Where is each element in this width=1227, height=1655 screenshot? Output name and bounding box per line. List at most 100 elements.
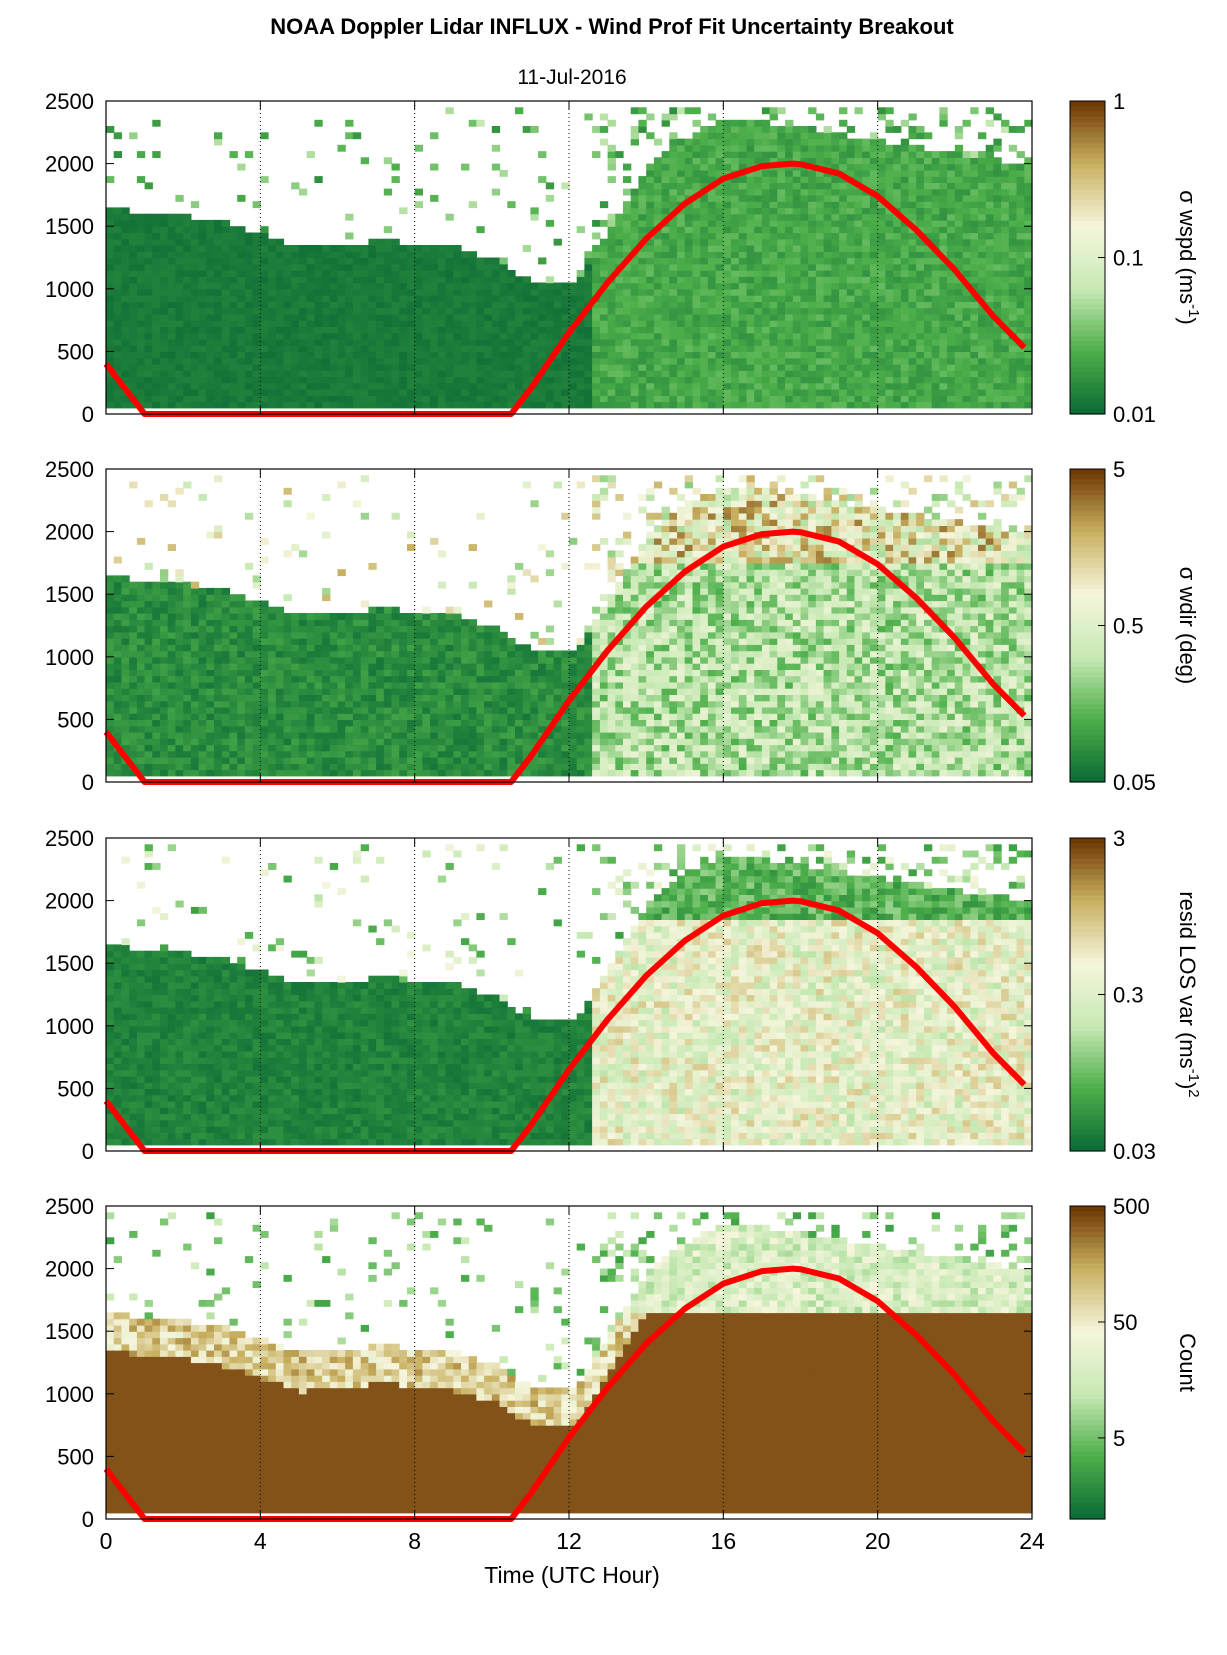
heatmap-cell [221,238,231,246]
heatmap-cell [692,157,701,165]
heatmap-cell [746,295,755,302]
heatmap-cell [206,631,215,639]
heatmap-cell [862,219,871,227]
heatmap-cell [214,257,223,265]
heatmap-cell [183,320,192,327]
heatmap-cell [244,738,254,746]
heatmap-cell [291,351,300,359]
heatmap-cell [152,738,161,746]
heatmap-cell [900,169,910,177]
heatmap-cell [160,345,169,352]
heatmap-cell [908,332,917,340]
heatmap-cell [136,219,146,227]
heatmap-cell [221,301,231,309]
heatmap-cell [445,245,454,252]
heatmap-cell [700,257,709,265]
heatmap-cell [978,376,987,384]
heatmap-cell [754,313,763,321]
heatmap-cell [839,370,848,378]
heatmap-cell [106,663,115,670]
heatmap-cell [800,251,809,259]
heatmap-cell [630,257,639,265]
heatmap-cell [160,382,169,390]
heatmap-cell [468,288,477,296]
heatmap-cell [484,263,493,271]
heatmap-cell [839,282,848,290]
heatmap-cell [877,169,886,177]
heatmap-cell [831,295,840,302]
heatmap-cell [1016,395,1025,403]
heatmap-cell [106,757,115,764]
heatmap-cell [592,307,601,315]
heatmap-cell [607,226,616,234]
heatmap-cell [746,169,755,177]
heatmap-cell [684,295,693,302]
heatmap-cell [275,370,285,378]
heatmap-cell [985,251,994,259]
heatmap-cell [862,313,871,321]
heatmap-wspd [106,107,1033,409]
heatmap-cell [808,132,817,140]
heatmap-cell [360,263,369,271]
heatmap-cell [692,207,701,215]
heatmap-cell [160,263,169,271]
heatmap-cell [183,663,192,670]
heatmap-cell [206,326,215,334]
heatmap-cell [630,226,639,234]
y-tick-label: 500 [57,339,94,364]
heatmap-cell [244,245,254,252]
heatmap-cell [885,219,894,227]
heatmap-cell [653,382,663,390]
heatmap-cell [839,201,848,209]
heatmap-cell [592,301,601,309]
heatmap-cell [160,675,169,683]
heatmap-cell [1001,376,1010,384]
heatmap-cell [746,219,755,227]
heatmap-cell [244,725,254,733]
heatmap-cell [954,169,964,177]
heatmap-cell [970,345,979,352]
heatmap-cell [499,389,508,396]
heatmap-cell [931,201,940,209]
heatmap-cell [553,382,562,390]
heatmap-cell [352,345,362,352]
heatmap-cell [785,132,794,140]
heatmap-cell [653,326,663,334]
heatmap-cell [306,270,315,277]
heatmap-cell [769,320,778,327]
heatmap-cell [515,320,524,327]
heatmap-cell [993,370,1002,378]
heatmap-cell [993,351,1002,359]
heatmap-cell [939,288,948,296]
colorbar-step [1070,367,1105,373]
heatmap-cell [746,213,755,221]
heatmap-cell [121,763,130,771]
heatmap-cell [646,326,655,334]
heatmap-cell [607,151,616,158]
heatmap-cell [538,376,547,384]
heatmap-cell [252,656,261,664]
heatmap-cell [337,313,346,321]
heatmap-cell [206,395,215,403]
heatmap-cell [329,295,339,302]
heatmap-cell [761,401,771,409]
heatmap-cell [561,382,570,390]
heatmap-cell [275,257,285,265]
heatmap-cell [885,169,894,177]
heatmap-cell [839,332,848,340]
heatmap-cell [106,395,115,403]
heatmap-cell [167,631,176,639]
heatmap-cell [113,226,122,234]
heatmap-cell [993,232,1002,240]
heatmap-cell [484,307,493,315]
heatmap-cell [144,587,153,595]
heatmap-cell [985,332,994,340]
heatmap-cell [430,320,439,327]
heatmap-cell [430,263,439,271]
heatmap-cell [862,295,871,302]
heatmap-cell [298,288,308,296]
heatmap-cell [221,295,231,302]
heatmap-cell [198,631,207,639]
heatmap-cell [684,157,693,165]
heatmap-cell [175,276,184,284]
